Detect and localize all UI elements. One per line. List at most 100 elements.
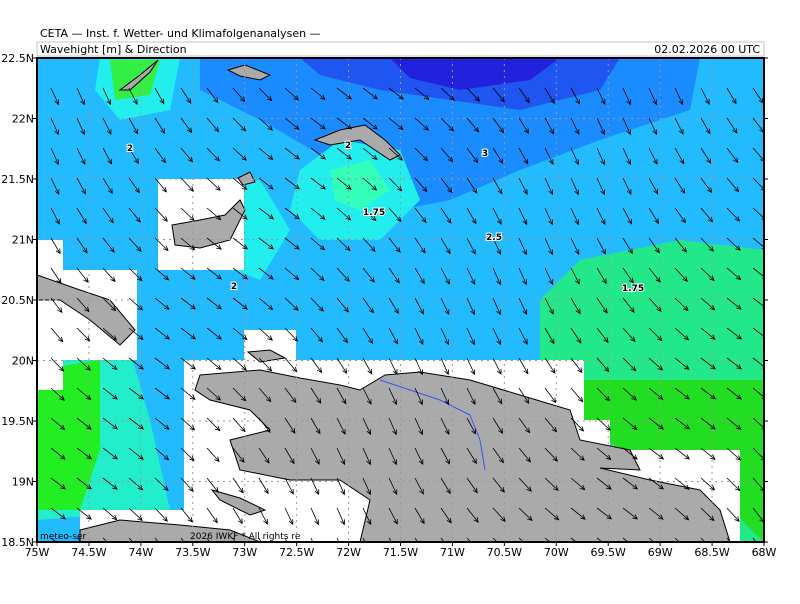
wave-arrow [726,327,743,340]
wave-arrow [596,207,606,226]
wave-arrow [180,477,194,492]
wave-arrow [726,357,743,370]
wave-arrow [180,267,196,280]
wave-arrow [102,117,112,135]
wave-arrow [76,507,92,520]
wave-arrow [726,297,742,310]
wave-arrow [518,87,530,104]
wave-arrow [726,147,739,164]
lon-label: 70W [544,546,569,559]
wave-arrow [154,237,169,252]
contour-label: 3 [482,149,488,159]
wave-arrow [726,387,742,400]
wave-arrow [726,477,741,492]
wave-arrow [596,417,611,431]
wave-arrow [414,267,425,285]
wave-arrow [284,417,296,434]
wave-arrow [466,207,477,225]
wave-arrow [518,447,532,463]
wave-arrow [362,177,378,191]
wave-arrow [596,447,612,461]
wave-arrow [102,147,113,165]
wave-arrow [440,177,453,194]
wave-arrow [232,297,248,310]
lon-label: 75W [25,546,50,559]
wave-arrow [388,87,404,100]
wave-arrow [284,267,300,281]
wave-arrow [674,537,680,542]
wave-arrow [570,537,577,542]
wave-arrow [362,507,372,526]
wave-arrow [726,417,742,431]
wave-arrow [466,87,481,102]
wave-arrow [700,87,710,105]
great-inagua [171,199,246,249]
wave-arrow [414,537,419,542]
wave-arrow [518,417,531,434]
wave-arrow [518,477,532,492]
wave-arrow [518,117,530,135]
wave-arrow [544,447,559,462]
wave-arrow [128,327,144,340]
wave-arrow [180,297,196,310]
lat-label: 18.5N [1,536,34,549]
wave-arrow [128,207,141,223]
wave-arrow [674,267,688,282]
wave-arrow [310,387,322,404]
wave-arrow [440,87,455,101]
wave-arrow [388,357,398,375]
wave-arrow [310,237,326,251]
wave-arrow [648,87,657,106]
wave-arrow [414,447,424,466]
wave-arrow [258,507,268,525]
wave-arrow [128,267,143,282]
wave-arrow [700,387,717,400]
wave-arrow [232,267,249,280]
wave-arrow [232,87,246,103]
wave-arrow [284,237,300,250]
wave-arrow [622,507,639,520]
lon-label: 74W [128,546,153,559]
wave-arrow [102,387,118,400]
wave-arrow [622,177,632,195]
wave-arrow [310,177,326,190]
wave-arrow [206,237,222,250]
wave-arrow [622,447,638,460]
wave-arrow [674,447,690,460]
wave-arrow [700,447,716,460]
wave-arrow [232,537,236,542]
wave-arrow [180,417,196,431]
wave-arrow [206,177,221,191]
wave-arrow [674,357,690,370]
wave-arrow [362,297,374,314]
hispaniola [194,369,731,542]
wave-arrow [674,477,690,490]
wave-arrow [518,177,528,195]
wave-arrow [466,327,475,346]
wave-arrow [700,537,706,542]
wave-arrow [648,417,664,430]
wave-arrow [648,267,661,283]
wave-arrow [76,267,89,283]
lon-label: 71W [440,546,465,559]
island [237,171,256,186]
wave-arrow [206,537,210,542]
wave-arrow [388,327,399,345]
wave-arrow [570,177,579,196]
wave-arrow [102,87,112,106]
wave-arrow [102,507,118,521]
wave-arrow [362,357,373,375]
wave-arrow [440,417,450,435]
lon-label: 73W [232,546,257,559]
wave-arrow [128,297,144,311]
wave-arrow [388,297,399,315]
wave-arrow [492,447,504,464]
wave-arrow [700,207,714,223]
wave-arrow [570,417,585,432]
wave-arrow [336,207,352,221]
wave-arrow [648,447,665,460]
wave-arrow [648,537,655,542]
wave-arrow [674,237,687,253]
wave-arrow [180,507,193,523]
